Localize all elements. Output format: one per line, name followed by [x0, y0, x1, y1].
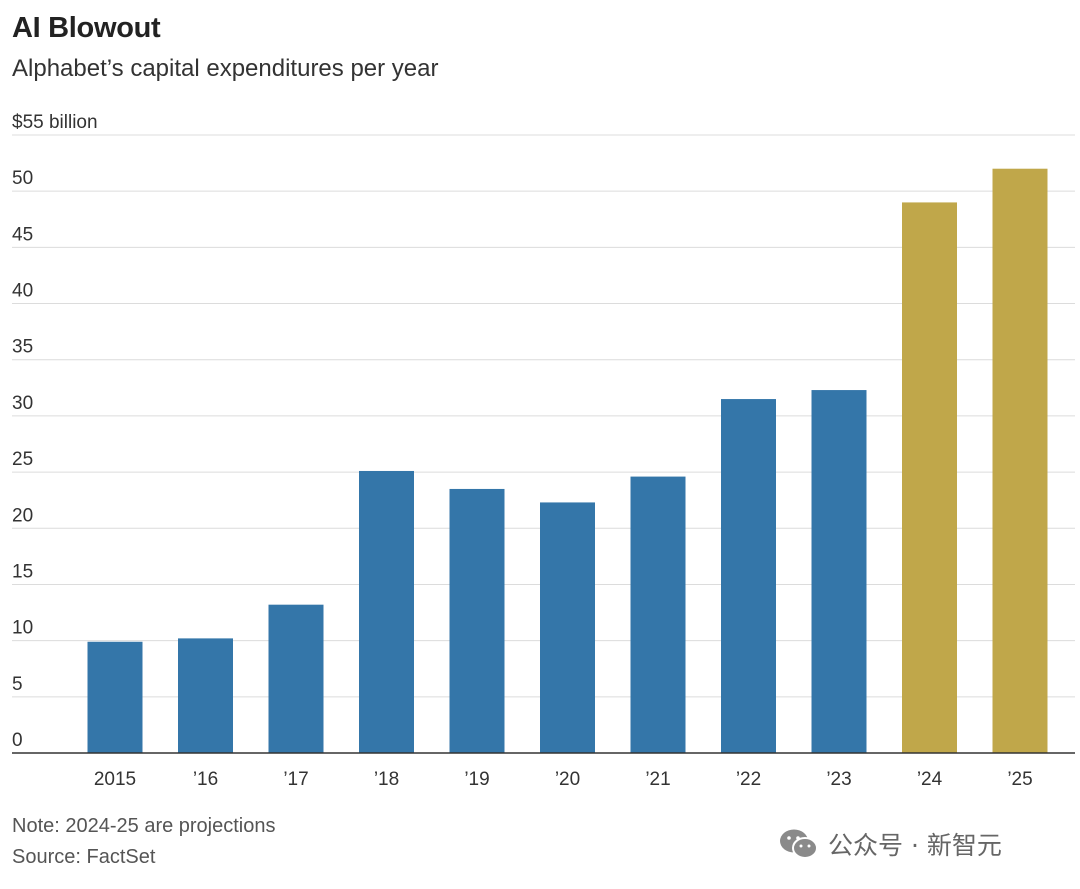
chart-note: Note: 2024-25 are projections — [12, 815, 276, 837]
y-tick-label: 50 — [12, 168, 33, 189]
y-tick-label: 45 — [12, 224, 33, 245]
bar-7 — [721, 399, 776, 753]
bar-2 — [268, 604, 324, 753]
x-tick-label: ’20 — [555, 769, 580, 790]
bars — [87, 168, 1048, 753]
bar-9 — [902, 202, 957, 753]
y-tick-label: 35 — [12, 337, 33, 358]
y-tick-label: 20 — [12, 505, 33, 526]
chart-subtitle: Alphabet’s capital expenditures per year — [12, 55, 439, 82]
bar-6 — [630, 476, 686, 753]
bar-4 — [449, 488, 505, 753]
x-tick-label: ’25 — [1007, 769, 1032, 790]
x-tick-label: ’22 — [736, 769, 761, 790]
bar-10 — [992, 168, 1048, 753]
y-tick-label: $55 billion — [12, 112, 98, 133]
x-tick-label: 2015 — [94, 769, 136, 790]
x-tick-label: ’23 — [826, 769, 851, 790]
bar-3 — [359, 470, 414, 753]
y-tick-label: 40 — [12, 281, 33, 302]
x-tick-label: ’24 — [917, 769, 943, 790]
bar-1 — [178, 638, 233, 753]
watermark: 公众号 · 新智元 — [778, 826, 1002, 862]
x-axis-labels: 2015 ’16 ’17 ’18 ’19 ’20 ’21 ’22 ’23 ’24 ’25 — [94, 769, 1033, 790]
chart-source: Source: FactSet — [12, 846, 156, 868]
y-tick-label: 5 — [12, 674, 23, 695]
watermark-text: 公众号 · 新智元 — [828, 831, 1002, 860]
y-tick-label: 0 — [12, 730, 23, 751]
y-tick-label: 10 — [12, 618, 33, 639]
wechat-icon — [780, 829, 818, 859]
bar-5 — [540, 502, 595, 753]
y-tick-label: 25 — [12, 449, 33, 470]
bar-0 — [87, 641, 143, 753]
x-tick-label: ’16 — [193, 769, 218, 790]
x-tick-label: ’21 — [645, 769, 670, 790]
chart-title: AI Blowout — [12, 12, 161, 44]
x-tick-label: ’17 — [283, 769, 308, 790]
bar-8 — [811, 390, 867, 753]
y-tick-label: 30 — [12, 393, 33, 414]
x-tick-label: ’19 — [464, 769, 489, 790]
x-tick-label: ’18 — [374, 769, 399, 790]
y-tick-label: 15 — [12, 561, 33, 582]
